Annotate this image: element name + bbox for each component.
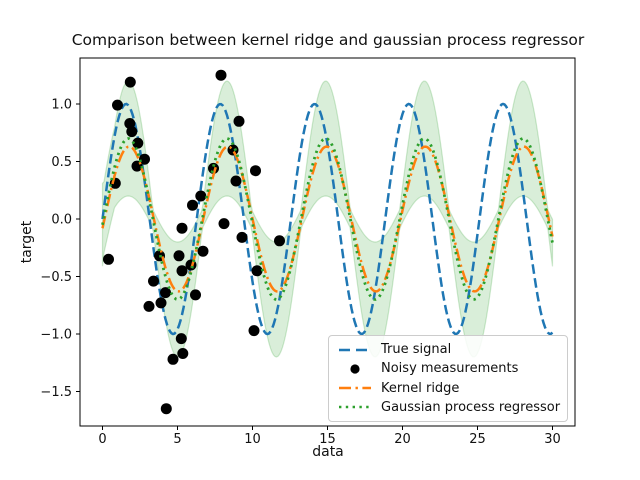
y-tick-label: 1.0 xyxy=(51,98,72,113)
y-tick-label: −1.5 xyxy=(40,385,72,400)
noisy-measurements-scatter xyxy=(103,69,285,415)
scatter-point xyxy=(230,175,242,187)
scatter-point xyxy=(218,218,230,230)
scatter-point xyxy=(274,235,285,247)
scatter-point xyxy=(173,250,185,262)
scatter-point xyxy=(124,76,136,88)
legend-item-true-signal: True signal xyxy=(338,342,558,357)
legend-item-noisy-measurements: Noisy measurements xyxy=(338,361,558,376)
scatter-point xyxy=(197,245,209,257)
scatter-point xyxy=(248,325,260,337)
scatter-point xyxy=(175,333,187,345)
scatter-point xyxy=(155,297,167,309)
x-tick-label: 20 xyxy=(394,432,411,447)
x-tick-label: 30 xyxy=(544,432,561,447)
scatter-point xyxy=(233,115,245,127)
chart-title: Comparison between kernel ridge and gaus… xyxy=(71,31,585,49)
y-tick-label: 0.5 xyxy=(51,155,72,170)
y-tick-label: 0.0 xyxy=(51,213,72,228)
scatter-point xyxy=(143,300,155,312)
scatter-point xyxy=(103,253,114,265)
scatter-point xyxy=(251,265,263,277)
scatter-point xyxy=(112,99,123,111)
x-tick-label: 5 xyxy=(173,432,181,447)
scatter-point xyxy=(177,348,189,359)
scatter-point xyxy=(208,162,219,174)
x-tick-label: 15 xyxy=(319,432,336,447)
scatter-point xyxy=(187,199,198,211)
scatter-point xyxy=(167,353,179,365)
legend-item-kernel-ridge: Kernel ridge xyxy=(338,381,558,396)
legend: True signal Noisy measurements Kernel ri… xyxy=(328,335,568,422)
scatter-point xyxy=(139,153,150,165)
scatter-point xyxy=(160,287,171,299)
x-axis-label: data xyxy=(312,444,344,460)
scatter-point xyxy=(176,222,188,234)
legend-label: Noisy measurements xyxy=(381,361,519,377)
scatter-point xyxy=(148,275,159,287)
scatter-point xyxy=(176,265,188,277)
y-axis-label: target xyxy=(19,220,35,264)
scatter-point xyxy=(250,165,261,177)
scatter-point xyxy=(195,190,207,202)
y-tick-label: −0.5 xyxy=(40,270,72,285)
dotted-line-icon xyxy=(339,406,371,409)
legend-item-gaussian-process-regressor: Gaussian process regressor xyxy=(338,399,561,415)
legend-label: Kernel ridge xyxy=(381,380,460,396)
x-tick-label: 10 xyxy=(244,432,261,447)
scatter-point xyxy=(190,289,201,301)
true-signal-line xyxy=(101,102,554,336)
scatter-point xyxy=(126,126,138,138)
x-tick-label: 0 xyxy=(98,432,106,447)
uncertainty-band xyxy=(101,80,554,358)
y-tick-label: −1.0 xyxy=(40,328,72,343)
legend-label: True signal xyxy=(381,342,452,357)
x-tick-label: 25 xyxy=(469,432,486,447)
scatter-point xyxy=(215,69,227,81)
scatter-point xyxy=(236,231,248,243)
scatter-point xyxy=(132,137,144,149)
kernel-ridge-line xyxy=(101,145,554,293)
dashdot-line-icon xyxy=(339,386,371,390)
gaussian-process-regressor-line xyxy=(101,137,554,301)
dot-marker-icon xyxy=(350,364,360,374)
legend-label: Gaussian process regressor xyxy=(381,399,561,415)
dashed-line-icon xyxy=(339,348,371,351)
scatter-point xyxy=(160,403,172,415)
